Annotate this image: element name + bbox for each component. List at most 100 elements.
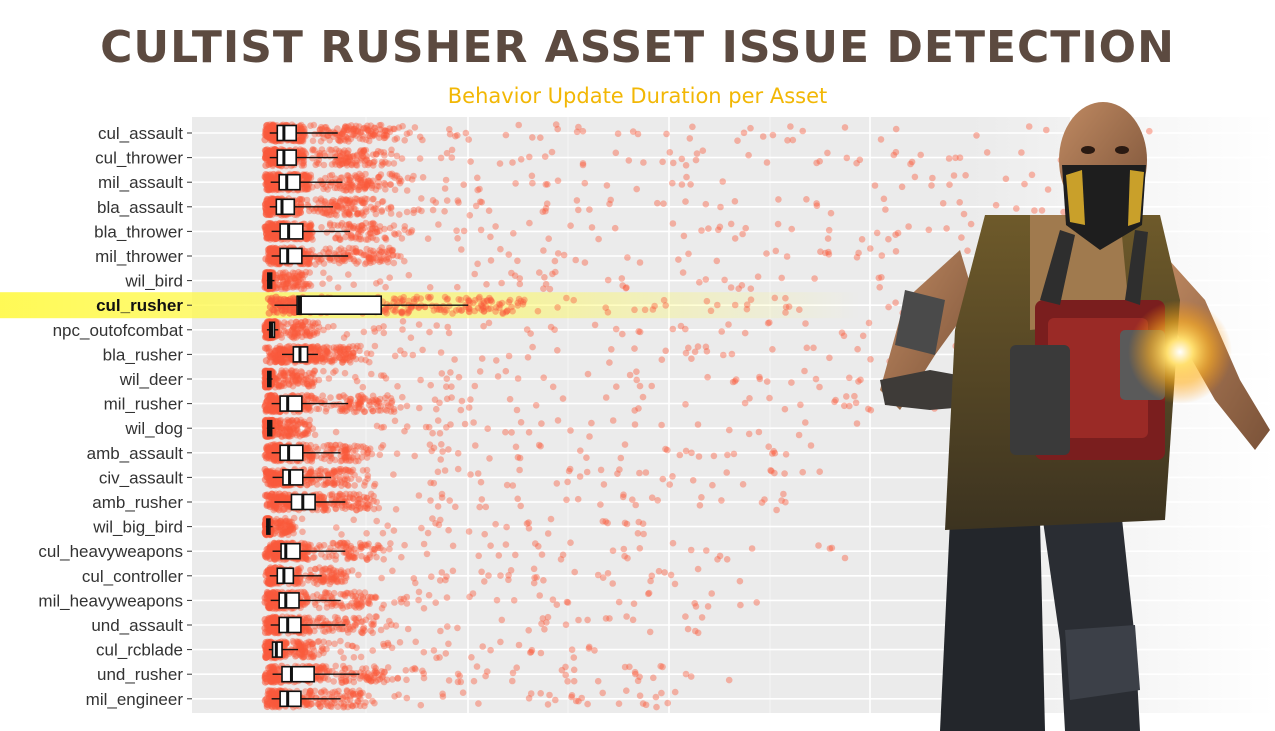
data-point <box>840 332 848 340</box>
data-point <box>288 367 296 375</box>
data-point <box>338 204 346 211</box>
data-point <box>738 282 746 289</box>
data-point <box>397 253 404 260</box>
data-point <box>441 306 448 314</box>
data-point <box>296 207 304 215</box>
data-point <box>343 331 351 338</box>
data-point <box>658 356 666 364</box>
data-point <box>730 450 738 458</box>
data-point <box>380 323 387 330</box>
data-point <box>304 224 312 232</box>
data-point <box>320 209 327 217</box>
data-point <box>407 303 415 311</box>
data-point <box>455 296 463 303</box>
data-point <box>379 160 387 167</box>
data-point <box>397 347 404 354</box>
data-point <box>322 123 330 131</box>
data-point <box>474 186 482 194</box>
data-point <box>298 153 305 161</box>
data-point <box>461 420 469 428</box>
data-point <box>306 207 313 215</box>
data-point <box>286 433 294 440</box>
data-point <box>614 130 622 137</box>
data-point <box>339 160 347 167</box>
data-point <box>475 295 483 302</box>
data-point <box>606 200 613 208</box>
data-point <box>271 182 280 190</box>
data-point <box>351 125 358 133</box>
data-point <box>334 222 342 229</box>
data-point <box>343 407 351 414</box>
data-point <box>362 146 370 154</box>
data-point <box>261 402 269 411</box>
data-point <box>377 126 384 133</box>
data-point <box>355 184 363 191</box>
data-point <box>297 125 305 133</box>
data-point <box>631 306 638 314</box>
data-point <box>263 146 271 154</box>
data-point <box>296 137 304 144</box>
data-point <box>960 210 968 218</box>
data-point <box>333 157 340 164</box>
data-point <box>352 245 360 252</box>
data-point <box>633 376 640 384</box>
data-point <box>1031 207 1038 214</box>
data-point <box>368 184 376 192</box>
data-point <box>391 136 399 143</box>
data-point <box>390 408 398 416</box>
data-point <box>307 234 315 241</box>
data-point <box>317 195 325 202</box>
data-point <box>797 401 804 409</box>
data-point <box>365 137 373 145</box>
data-point <box>357 342 364 350</box>
data-point <box>328 146 335 154</box>
data-point <box>613 383 620 391</box>
data-point <box>353 173 360 180</box>
data-point <box>341 124 349 132</box>
data-point <box>314 208 322 215</box>
data-point <box>385 160 392 167</box>
data-point <box>385 205 392 212</box>
data-point <box>390 298 398 306</box>
data-point <box>321 455 328 463</box>
data-point <box>303 196 311 204</box>
data-point <box>301 172 309 179</box>
data-point <box>328 161 336 168</box>
data-point <box>437 349 445 356</box>
data-point <box>382 236 390 243</box>
data-point <box>262 255 270 263</box>
data-point <box>299 147 307 154</box>
data-point <box>425 423 433 431</box>
data-point <box>813 200 820 207</box>
data-point <box>388 146 395 154</box>
data-point <box>365 177 372 184</box>
data-point <box>769 131 777 139</box>
data-point <box>858 236 866 243</box>
data-point <box>346 177 354 184</box>
data-point <box>305 173 313 180</box>
data-point <box>366 159 374 167</box>
data-point <box>540 374 547 382</box>
data-point <box>595 235 602 243</box>
data-point <box>542 181 550 188</box>
data-point <box>741 329 749 337</box>
data-point <box>689 477 697 484</box>
data-point <box>350 281 358 289</box>
data-point <box>276 302 284 310</box>
data-point <box>342 233 349 241</box>
data-point <box>493 357 500 364</box>
data-point <box>303 175 310 182</box>
data-point <box>1018 149 1025 156</box>
data-point <box>429 206 437 214</box>
data-point <box>366 132 374 140</box>
data-point <box>336 204 343 211</box>
data-point <box>340 150 347 158</box>
data-point <box>301 171 308 179</box>
data-point <box>447 421 454 428</box>
data-point <box>721 276 728 284</box>
data-point <box>352 127 360 135</box>
data-point <box>447 369 454 376</box>
data-point <box>811 275 818 282</box>
data-point <box>345 123 352 130</box>
data-point <box>331 456 339 464</box>
